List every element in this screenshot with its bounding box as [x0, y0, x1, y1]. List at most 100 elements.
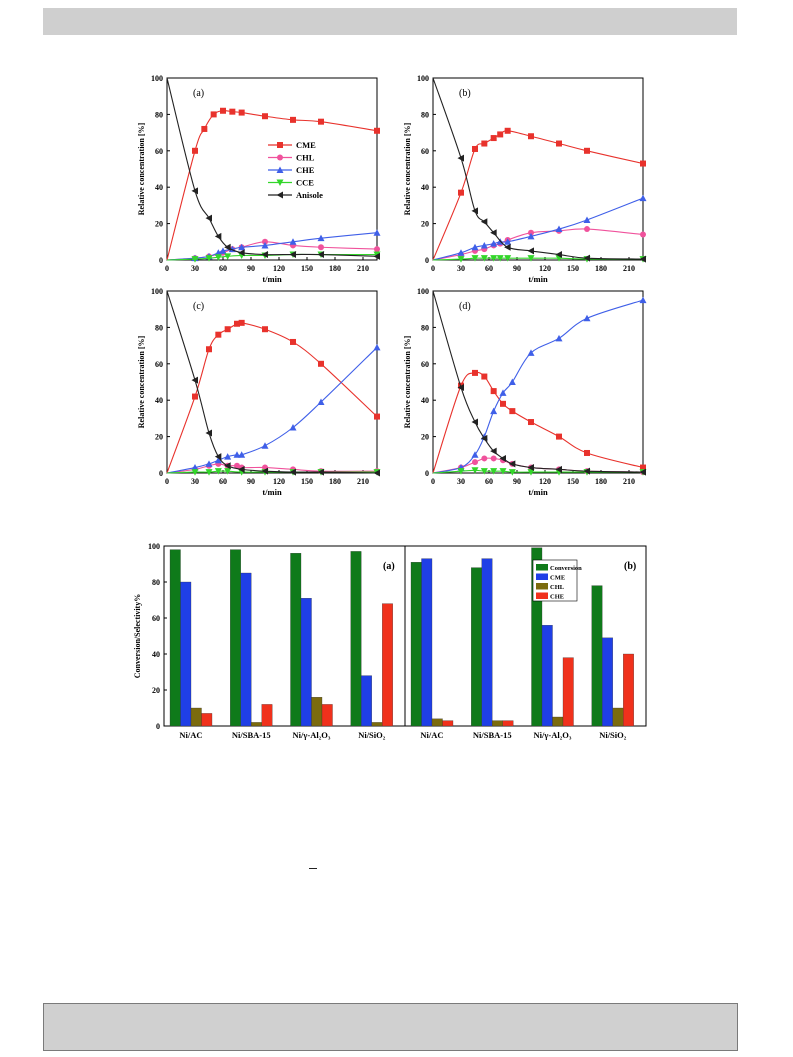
- y-tick-label: 60: [421, 147, 429, 156]
- data-point-cce: [457, 256, 465, 263]
- x-tick-label: 90: [247, 264, 255, 273]
- line-chart-panel-1: 0 30 60 90 120 150 180 210 0 20 40 60 80 100 t/min Rela…: [137, 74, 381, 284]
- legend-swatch-cme: [536, 573, 548, 580]
- bar-che: [382, 603, 393, 727]
- bar-che: [201, 713, 213, 727]
- data-point-cce: [214, 254, 222, 261]
- data-point-cce: [499, 468, 507, 475]
- data-point-cme: [584, 449, 590, 456]
- data-point-che: [219, 247, 227, 254]
- data-point-cme: [458, 189, 464, 196]
- data-point-che: [373, 229, 381, 236]
- y-tick-label: 80: [421, 110, 429, 119]
- data-point-cce: [527, 469, 535, 476]
- legend: CME CHL CHE CCE Anisole: [268, 140, 323, 200]
- series-line-chl: [432, 228, 644, 261]
- data-point-anisole: [317, 468, 324, 476]
- y-tick-label: 40: [155, 396, 163, 405]
- data-point-cme: [481, 373, 488, 380]
- data-point-cme: [490, 135, 497, 142]
- x-tick-label: 60: [219, 264, 227, 273]
- y-tick-label: 40: [421, 396, 429, 405]
- y-tick-label: 100: [148, 542, 160, 551]
- data-point-che: [490, 407, 498, 415]
- data-point-cme: [201, 125, 208, 132]
- bar-panel-label: (b): [624, 561, 636, 572]
- series-line-che: [166, 347, 378, 474]
- bar-chl: [251, 722, 262, 727]
- panel-label: (b): [459, 88, 471, 99]
- data-point-cme: [262, 326, 268, 333]
- panel-label: (d): [459, 301, 471, 312]
- x-tick-label: 180: [329, 477, 341, 486]
- x-tick-label: 0: [165, 477, 169, 486]
- data-point-cce: [471, 467, 479, 474]
- data-point-che: [639, 296, 647, 304]
- data-point-anisole: [457, 383, 464, 391]
- data-point-che: [191, 464, 199, 471]
- x-tick-label: 0: [431, 264, 435, 273]
- bar-cme: [421, 558, 433, 727]
- series-line-anisole: [166, 77, 378, 257]
- data-point-che: [238, 243, 246, 251]
- y-tick-label: 20: [155, 220, 163, 229]
- data-point-anisole: [490, 447, 497, 455]
- y-tick-label: 100: [151, 287, 163, 296]
- data-point-cme: [504, 127, 511, 134]
- data-point-cme: [192, 147, 198, 154]
- data-point-anisole: [191, 376, 198, 384]
- x-category-label: Ni/SiO₂: [599, 730, 627, 740]
- data-point-anisole: [261, 467, 268, 475]
- data-point-che: [499, 389, 507, 396]
- x-tick-label: 30: [191, 264, 199, 273]
- data-point-anisole: [205, 214, 212, 222]
- x-tick-label: 150: [301, 477, 313, 486]
- data-point-anisole: [471, 418, 478, 426]
- data-point-anisole: [261, 251, 268, 259]
- legend-label-che: CHE: [296, 165, 315, 175]
- data-point-che: [583, 314, 591, 322]
- bar-conversion: [169, 549, 181, 727]
- data-point-cme: [374, 127, 380, 134]
- data-point-cme: [192, 393, 198, 400]
- data-point-anisole: [499, 454, 506, 462]
- data-point-che: [457, 249, 465, 256]
- data-point-cme: [556, 140, 562, 147]
- data-point-cce: [205, 469, 213, 476]
- data-point-anisole: [214, 232, 222, 240]
- data-point-anisole: [480, 218, 488, 226]
- x-tick-label: 120: [539, 477, 551, 486]
- x-tick-label: 60: [219, 477, 227, 486]
- bar-che: [502, 720, 514, 727]
- data-point-che: [205, 460, 213, 467]
- data-point-cme: [290, 338, 296, 345]
- data-point-cme: [262, 113, 268, 120]
- x-axis-title: t/min: [262, 274, 282, 284]
- x-category-label: Ni/γ-Al₂O₃: [293, 730, 331, 740]
- data-point-cme: [374, 413, 380, 420]
- x-category-label: Ni/AC: [420, 730, 443, 740]
- series-anisole: [166, 77, 380, 260]
- legend-marker-cce: [276, 179, 284, 186]
- data-point-cme: [584, 147, 590, 154]
- data-point-cme: [238, 109, 245, 116]
- series-che: [166, 343, 381, 474]
- data-point-cce: [224, 253, 232, 260]
- data-point-cme: [210, 111, 217, 118]
- bar-cme: [361, 675, 372, 727]
- data-point-cme: [481, 140, 488, 147]
- x-tick-label: 150: [567, 264, 579, 273]
- series-che: [432, 296, 647, 474]
- bar-chl: [612, 707, 624, 727]
- legend-label-che: CHE: [550, 594, 564, 601]
- data-point-anisole: [238, 465, 245, 473]
- page-footer-band: [43, 1003, 738, 1051]
- data-point-che: [214, 456, 222, 464]
- y-tick-label: 20: [155, 433, 163, 442]
- legend-marker-cme: [277, 142, 283, 148]
- bar-chl: [311, 697, 323, 727]
- data-point-anisole: [527, 247, 534, 255]
- data-point-che: [504, 238, 512, 245]
- y-tick-label: 60: [155, 360, 163, 369]
- plot-frame: [166, 290, 378, 474]
